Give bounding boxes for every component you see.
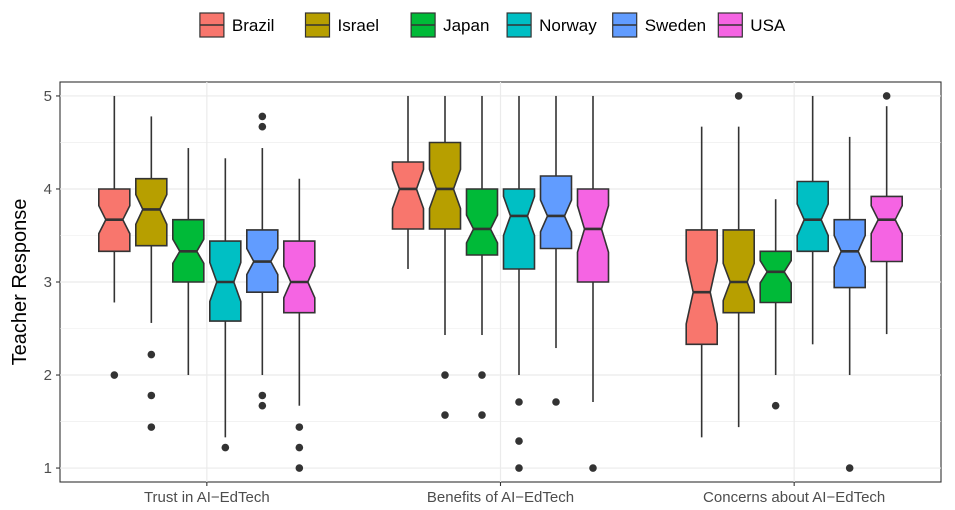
box-body bbox=[796, 180, 830, 253]
outlier-point bbox=[771, 401, 780, 410]
outlier-point bbox=[478, 371, 486, 379]
outlier-point bbox=[734, 92, 743, 100]
legend-label: Japan bbox=[443, 16, 489, 35]
y-axis: 1 2 3 4 5 bbox=[44, 88, 60, 477]
box-body bbox=[576, 188, 610, 283]
outlier-point bbox=[258, 112, 267, 121]
outlier-point bbox=[515, 398, 523, 406]
box-body bbox=[282, 240, 316, 314]
legend-label: Norway bbox=[539, 16, 597, 35]
box-body bbox=[870, 195, 904, 263]
box-norway-1 bbox=[502, 95, 536, 472]
y-tick-label: 4 bbox=[44, 181, 52, 198]
outlier-point bbox=[845, 464, 854, 472]
outlier-point bbox=[552, 398, 560, 406]
legend-item-japan: Japan bbox=[410, 12, 489, 38]
box-body bbox=[135, 177, 168, 247]
box-body bbox=[428, 141, 462, 230]
box-norway-0 bbox=[209, 158, 242, 452]
box-sweden-0 bbox=[246, 112, 279, 410]
outlier-point bbox=[258, 401, 267, 410]
box-sweden-2 bbox=[833, 136, 867, 472]
outlier-point bbox=[478, 411, 486, 419]
box-body bbox=[833, 218, 867, 289]
legend-item-israel: Israel bbox=[304, 12, 380, 38]
outlier-point bbox=[295, 423, 304, 431]
outlier-point bbox=[221, 443, 230, 452]
box-usa-0 bbox=[282, 178, 316, 472]
y-tick-label: 2 bbox=[44, 367, 52, 384]
box-body bbox=[759, 250, 793, 304]
box-body bbox=[465, 188, 499, 256]
y-tick-label: 3 bbox=[44, 274, 52, 291]
box-body bbox=[502, 188, 536, 270]
legend-label: USA bbox=[750, 16, 786, 35]
legend-label: Israel bbox=[338, 16, 380, 35]
boxes bbox=[98, 92, 904, 472]
box-japan-0 bbox=[172, 148, 205, 376]
y-axis-title: Teacher Response bbox=[9, 199, 31, 366]
x-tick-label: Trust in AI−EdTech bbox=[144, 489, 270, 506]
box-usa-2 bbox=[870, 92, 904, 335]
legend: Brazil Israel Japan Norway Sweden USA bbox=[199, 12, 786, 38]
x-tick-label: Concerns about AI−EdTech bbox=[703, 489, 885, 506]
outlier-point bbox=[589, 464, 597, 472]
legend-item-brazil: Brazil bbox=[199, 12, 275, 38]
grid bbox=[60, 82, 941, 482]
box-brazil-2 bbox=[685, 126, 719, 438]
box-japan-1 bbox=[465, 95, 499, 419]
box-body bbox=[722, 229, 756, 314]
x-axis: Trust in AI−EdTech Benefits of AI−EdTech C… bbox=[144, 482, 885, 506]
outlier-point bbox=[441, 411, 449, 419]
box-israel-1 bbox=[428, 95, 462, 419]
legend-label: Sweden bbox=[645, 16, 706, 35]
outlier-point bbox=[295, 443, 304, 452]
legend-label: Brazil bbox=[232, 16, 275, 35]
box-body bbox=[685, 229, 719, 346]
box-usa-1 bbox=[576, 95, 610, 472]
box-israel-0 bbox=[135, 116, 168, 431]
outlier-point bbox=[258, 122, 267, 131]
outlier-point bbox=[147, 391, 156, 400]
box-japan-2 bbox=[759, 199, 793, 410]
outlier-point bbox=[147, 350, 156, 359]
outlier-point bbox=[110, 371, 119, 379]
y-tick-label: 1 bbox=[44, 460, 52, 477]
box-israel-2 bbox=[722, 92, 756, 428]
outlier-point bbox=[441, 371, 449, 379]
legend-item-norway: Norway bbox=[506, 12, 597, 38]
x-tick-label: Benefits of AI−EdTech bbox=[427, 489, 574, 506]
outlier-point bbox=[258, 391, 267, 400]
box-brazil-1 bbox=[391, 95, 425, 269]
box-sweden-1 bbox=[539, 95, 573, 406]
box-norway-2 bbox=[796, 95, 830, 345]
box-body bbox=[539, 175, 573, 250]
y-tick-label: 5 bbox=[44, 88, 52, 105]
box-body bbox=[391, 161, 425, 230]
outlier-point bbox=[295, 464, 304, 472]
outlier-point bbox=[515, 437, 523, 445]
outlier-point bbox=[882, 92, 891, 100]
outlier-point bbox=[147, 423, 156, 431]
outlier-point bbox=[515, 464, 523, 472]
box-brazil-0 bbox=[98, 95, 131, 379]
legend-item-usa: USA bbox=[717, 12, 786, 38]
legend-item-sweden: Sweden bbox=[612, 12, 706, 38]
